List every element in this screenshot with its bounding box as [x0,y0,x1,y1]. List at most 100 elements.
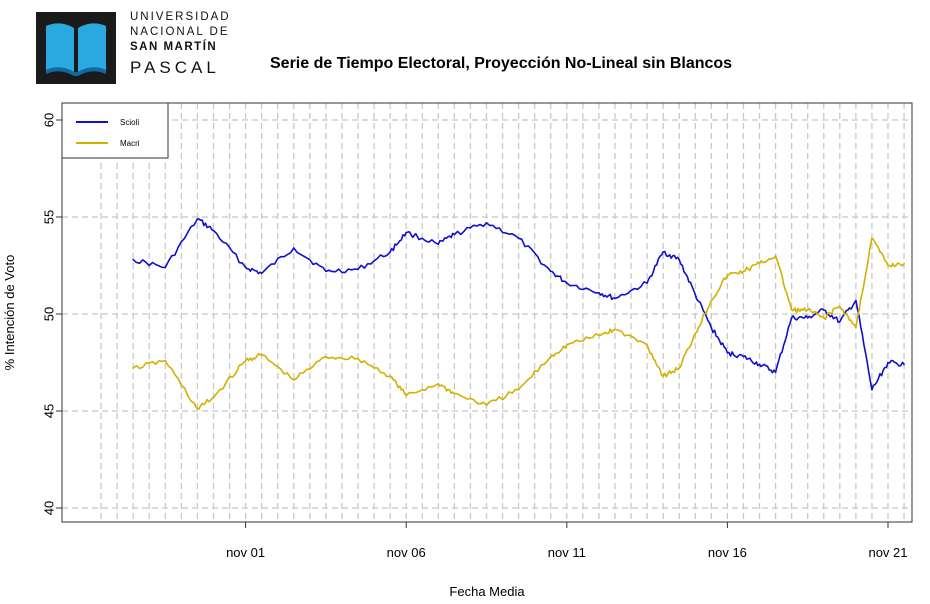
data-point-macri [212,396,215,399]
data-point-macri [389,375,391,377]
logo-line-4: PASCAL [130,58,220,77]
data-point-scioli [887,361,889,364]
university-logo: UNIVERSIDAD NACIONAL DE SAN MARTÍN PASCA… [36,10,246,84]
ticks-layer: 40 45 50 55 60 nov 01 nov 06 nov 11 nov 16 nov 21 [41,113,907,560]
data-point-macri [871,237,873,240]
series-layer [132,218,905,410]
data-point-scioli [855,299,857,302]
data-point-scioli [790,317,793,319]
data-point-scioli [260,272,263,275]
y-tick-label: 45 [41,404,56,418]
chart-title: Serie de Tiempo Electoral, Proyección No… [270,55,733,72]
data-point-macri [132,367,134,370]
y-tick-label: 40 [41,501,56,515]
data-point-macri [710,299,713,302]
data-point-scioli [822,309,825,311]
data-point-scioli [903,363,905,366]
data-point-macri [758,262,761,265]
data-point-scioli [726,352,729,354]
data-point-macri [742,270,745,273]
data-point-macri [196,408,199,410]
data-point-macri [614,328,616,331]
x-tick-label: nov 21 [868,545,907,560]
data-point-macri [903,262,905,265]
data-point-macri [517,388,520,391]
y-tick-label: 55 [41,210,56,224]
data-point-macri [437,383,440,385]
data-point-scioli [517,237,520,240]
data-point-scioli [485,222,488,224]
data-point-scioli [212,229,215,232]
data-point-macri [598,334,600,337]
data-point-macri [774,255,777,257]
data-point-scioli [325,270,327,273]
y-axis-label: % Intención de Voto [2,255,17,371]
data-point-scioli [549,270,552,273]
data-point-scioli [614,297,616,300]
legend: Scioli Macri [61,102,169,159]
data-point-macri [260,353,263,356]
data-point-scioli [292,247,295,249]
data-point-scioli [389,251,391,253]
data-point-macri [646,344,648,346]
data-point-scioli [694,293,697,296]
data-point-scioli [678,258,681,261]
data-point-macri [694,332,697,335]
data-point-scioli [437,243,440,245]
data-point-scioli [357,268,359,271]
x-tick-label: nov 06 [387,545,426,560]
data-point-scioli [758,363,761,366]
data-point-macri [887,264,889,267]
data-point-macri [855,326,857,329]
data-point-scioli [566,282,568,284]
data-point-macri [566,344,568,346]
data-point-macri [806,309,809,311]
data-point-macri [357,357,359,360]
legend-label-macri: Macri [120,139,140,148]
series-line-scioli [132,218,905,391]
x-axis-label: Fecha Media [449,584,525,599]
plot-frame [61,102,913,523]
legend-label-scioli: Scioli [120,118,139,127]
logo-line-1: UNIVERSIDAD [130,11,231,23]
data-point-scioli [742,355,745,358]
data-point-macri [244,359,247,362]
data-point-macri [790,309,793,311]
data-point-scioli [598,291,600,294]
logo-wordmark: UNIVERSIDAD NACIONAL DE SAN MARTÍN PASCA… [130,10,250,79]
data-point-macri [164,359,167,362]
book-logo-icon [36,12,116,84]
legend-box [61,102,169,159]
data-point-scioli [774,371,777,374]
data-point-macri [292,379,295,381]
data-point-macri [839,305,841,308]
data-point-scioli [164,266,167,269]
data-point-macri [662,375,664,377]
data-point-scioli [839,320,841,323]
data-point-scioli [662,251,664,253]
x-tick-label: nov 16 [708,545,747,560]
data-point-scioli [646,282,648,284]
data-point-macri [549,355,552,358]
logo-line-2: NACIONAL DE [130,26,230,38]
data-point-scioli [871,388,873,391]
data-point-macri [726,274,729,277]
data-point-scioli [710,326,713,329]
x-tick-label: nov 01 [226,545,265,560]
x-tick-label: nov 11 [548,545,586,560]
data-point-macri [822,317,825,319]
logo-line-3: SAN MARTÍN [130,41,218,53]
data-point-scioli [453,233,456,236]
grid-layer [62,103,912,522]
data-point-macri [485,404,488,406]
data-point-scioli [196,218,199,220]
series-line-macri [132,237,905,410]
data-point-macri [678,367,681,370]
data-point-scioli [132,258,134,261]
y-tick-label: 50 [41,307,56,321]
data-point-scioli [405,231,408,234]
data-point-scioli [244,266,247,269]
data-point-macri [405,394,408,397]
data-point-macri [325,355,327,358]
